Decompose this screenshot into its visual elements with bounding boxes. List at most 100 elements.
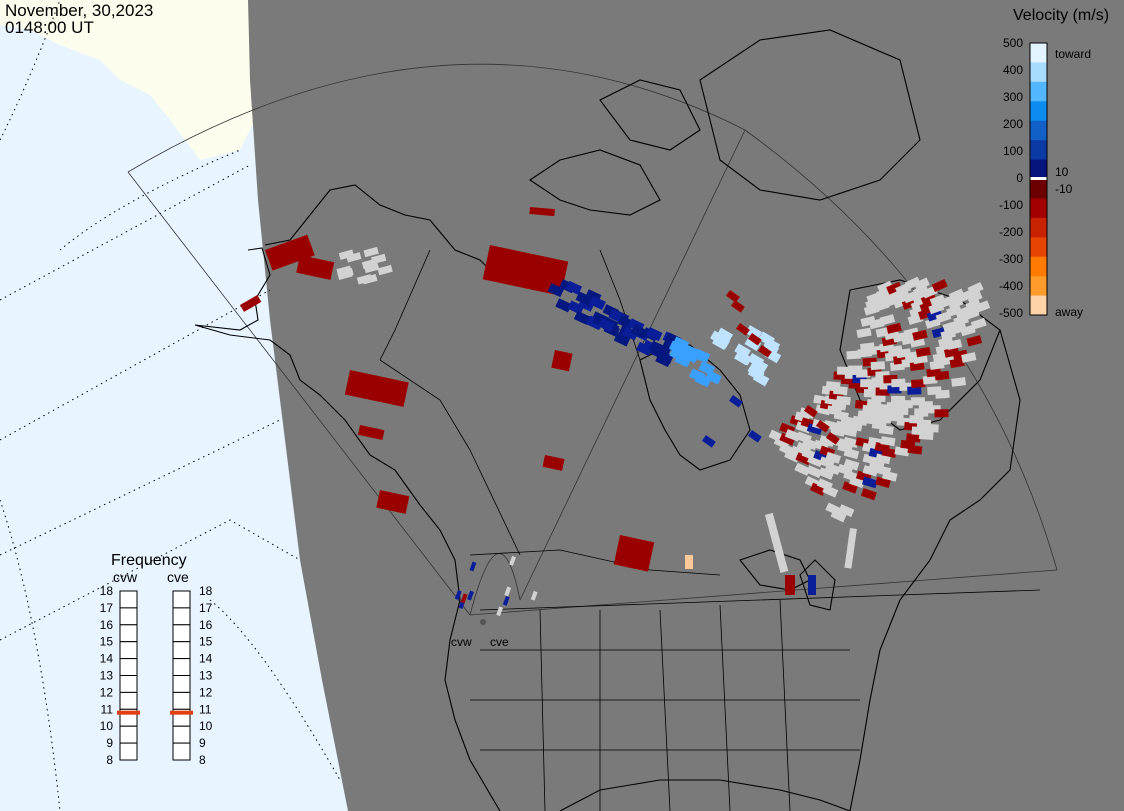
velocity-gate [929, 294, 946, 307]
velocity-gate [509, 555, 516, 566]
velocity-gate [928, 301, 945, 315]
velocity-gate [496, 606, 504, 617]
frequency-tick-right: 8 [199, 753, 206, 767]
velocity-tick-label: 300 [1003, 90, 1023, 104]
frequency-cell [172, 675, 191, 693]
velocity-gate [377, 264, 393, 276]
velocity-swatch [1030, 276, 1047, 297]
velocity-gate [542, 454, 565, 471]
velocity-gate [894, 289, 911, 303]
velocity-gate [555, 298, 572, 313]
velocity-gate [887, 385, 902, 394]
velocity-tick-label: 0 [1016, 171, 1023, 185]
frequency-cell [172, 725, 191, 744]
velocity-gate [856, 327, 872, 338]
velocity-gate [960, 324, 976, 337]
velocity-gate [808, 575, 816, 595]
frequency-cell [172, 742, 191, 761]
velocity-gate [882, 470, 898, 482]
velocity-gate [949, 357, 965, 369]
velocity-gate [948, 288, 965, 302]
velocity-swatch [1030, 159, 1047, 180]
velocity-gate [735, 350, 753, 366]
velocity-gate [362, 273, 378, 285]
velocity-gate [926, 309, 943, 322]
velocity-gate [838, 504, 855, 518]
frequency-tick-right: 12 [199, 685, 213, 699]
velocity-tick-label: -500 [999, 306, 1023, 320]
away-label: away [1055, 305, 1083, 319]
velocity-gate [875, 387, 890, 396]
velocity-tick-label: 100 [1003, 144, 1023, 158]
velocity-gate [701, 435, 716, 448]
velocity-gate [825, 432, 840, 445]
velocity-gate [966, 335, 983, 347]
velocity-gate [815, 420, 830, 433]
velocity-swatch [1030, 81, 1047, 102]
frequency-tick-right: 15 [199, 635, 213, 649]
frequency-cell [119, 742, 138, 761]
velocity-gate [646, 327, 663, 342]
velocity-gate [376, 490, 410, 514]
frequency-tick-left: 12 [100, 685, 114, 699]
velocity-gate [502, 595, 510, 606]
velocity-gate [922, 375, 938, 385]
velocity-gate [757, 344, 772, 358]
velocity-gate [529, 207, 555, 217]
frequency-tick-right: 11 [199, 702, 212, 716]
radar-fov-outline [127, 63, 1058, 616]
velocity-gate [946, 339, 963, 351]
toward-label: toward [1055, 47, 1091, 61]
velocity-gate [265, 234, 315, 271]
velocity-gate [575, 291, 593, 306]
velocity-gate [621, 326, 639, 341]
velocity-gate [894, 446, 910, 457]
velocity-gates [239, 207, 991, 617]
date-label: November, 30,2023 [5, 1, 153, 20]
velocity-gate [963, 307, 980, 320]
velocity-swatch [1030, 101, 1047, 122]
velocity-gate [957, 289, 974, 303]
velocity-gate [914, 408, 929, 417]
velocity-gate [935, 311, 952, 324]
velocity-gate [907, 444, 923, 455]
frequency-tick-left: 8 [106, 753, 113, 767]
velocity-gate [589, 295, 606, 311]
velocity-gate [469, 561, 477, 572]
velocity-gate [705, 370, 722, 385]
velocity-gate [880, 436, 896, 447]
frequency-title: Frequency [111, 552, 187, 569]
velocity-tick-label: 400 [1003, 63, 1023, 77]
velocity-gate [745, 325, 763, 340]
velocity-gate [938, 295, 955, 309]
frequency-cell [119, 725, 138, 744]
velocity-gate [630, 324, 648, 339]
frequency-cell [119, 691, 138, 710]
velocity-gate [551, 350, 573, 372]
velocity-swatch [1030, 217, 1047, 238]
velocity-gate [879, 314, 896, 326]
velocity-gate [460, 593, 468, 604]
velocity-gate [915, 346, 931, 358]
velocity-gate [917, 307, 934, 320]
frequency-tick-right: 17 [199, 601, 213, 615]
velocity-gate [239, 295, 262, 312]
velocity-gate [752, 371, 770, 387]
frequency-marker [117, 710, 140, 715]
velocity-gate [912, 284, 929, 298]
velocity-gate [344, 370, 409, 407]
velocity-gate [966, 290, 983, 304]
velocity-gate [918, 430, 934, 440]
velocity-gate [974, 300, 991, 313]
velocity-gate [716, 327, 734, 343]
velocity-swatch [1030, 120, 1047, 141]
velocity-gate [735, 323, 750, 336]
velocity-gate [843, 458, 860, 471]
velocity-gate [904, 276, 921, 290]
frequency-cell [172, 691, 191, 710]
station-label-cve: cve [490, 635, 509, 649]
velocity-swatch [1030, 295, 1047, 316]
frequency-tick-left: 11 [101, 702, 114, 716]
velocity-gate [909, 336, 926, 348]
velocity-gate [296, 254, 335, 280]
